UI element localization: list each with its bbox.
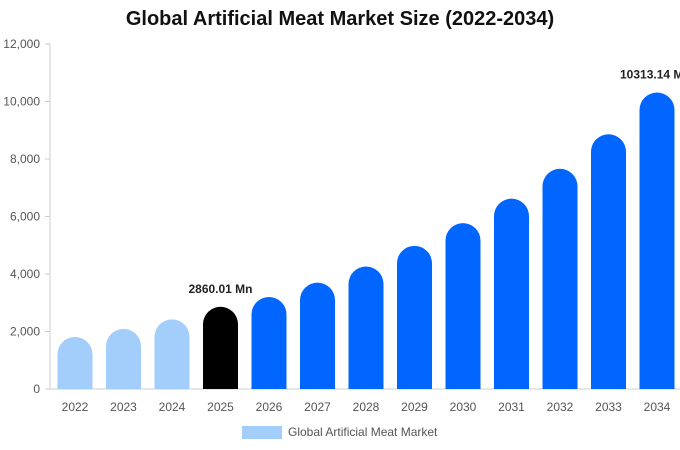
bar: [397, 245, 432, 389]
bar: [591, 134, 626, 389]
x-tick-label: 2028: [353, 400, 380, 414]
data-label: 10313.14 Mn: [620, 67, 680, 81]
x-tick-label: 2030: [450, 400, 477, 414]
data-label: 2860.01 Mn: [188, 282, 252, 296]
bar: [106, 328, 141, 389]
x-tick-label: 2034: [644, 400, 671, 414]
y-tick-label: 0: [33, 382, 40, 396]
x-tick-label: 2024: [159, 400, 186, 414]
bar: [348, 266, 384, 389]
bar: [154, 319, 190, 389]
x-tick-label: 2023: [110, 400, 137, 414]
x-tick-label: 2029: [401, 400, 428, 414]
bar: [445, 223, 481, 389]
bar: [300, 282, 335, 389]
y-tick-label: 4,000: [10, 267, 40, 281]
x-tick-label: 2033: [595, 400, 622, 414]
legend-label: Global Artificial Meat Market: [288, 425, 438, 439]
bar: [542, 168, 578, 389]
x-tick-label: 2027: [304, 400, 331, 414]
x-tick-label: 2025: [207, 400, 234, 414]
legend[interactable]: Global Artificial Meat Market: [242, 425, 437, 439]
legend-swatch: [242, 425, 282, 439]
y-tick-label: 12,000: [3, 37, 40, 51]
chart-title: Global Artificial Meat Market Size (2022…: [125, 8, 555, 30]
x-tick-label: 2031: [498, 400, 525, 414]
bar: [494, 198, 529, 389]
y-tick-label: 6,000: [10, 210, 40, 224]
bar: [251, 297, 287, 389]
x-tick-label: 2022: [62, 400, 89, 414]
bar: [203, 306, 238, 389]
y-tick-label: 8,000: [10, 152, 40, 166]
y-tick-label: 10,000: [3, 95, 40, 109]
y-tick-label: 2,000: [10, 325, 40, 339]
bar: [57, 336, 93, 389]
x-tick-label: 2032: [547, 400, 574, 414]
x-tick-label: 2026: [256, 400, 283, 414]
bar: [639, 92, 675, 390]
